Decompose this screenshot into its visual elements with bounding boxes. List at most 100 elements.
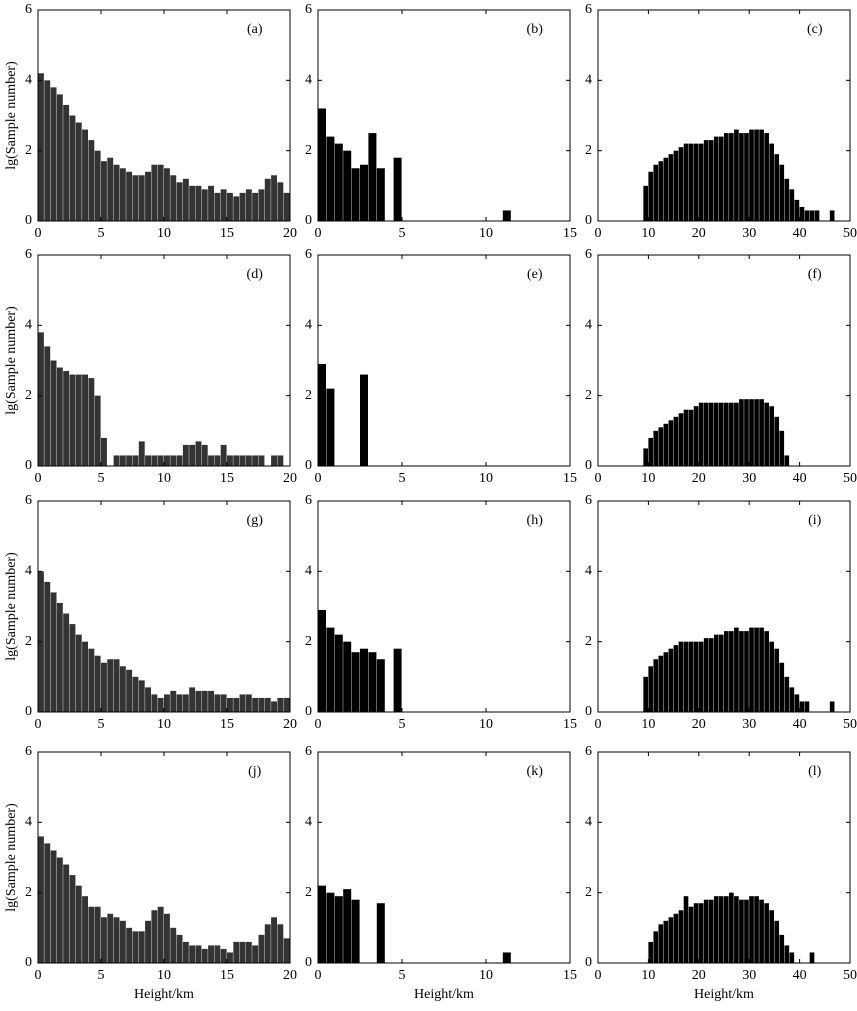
x-tick-label: 5 [399,471,406,486]
bar [44,581,51,712]
bar [729,892,734,963]
y-tick-label: 4 [305,73,312,88]
bar [145,920,151,963]
bar [653,659,659,712]
bar [271,175,277,221]
bar [718,634,724,712]
bar [113,659,120,712]
y-tick-label: 2 [25,388,32,403]
bar [283,938,290,963]
bar [170,175,177,221]
bar [126,171,133,221]
x-tick-label: 40 [793,471,807,486]
bar [759,129,764,221]
y-tick-label: 0 [585,458,592,473]
bar [126,455,133,466]
bar [653,430,659,466]
bar [683,409,689,466]
axes-frame [317,751,571,964]
bar [703,140,709,221]
bar [56,94,63,221]
y-tick-label: 4 [305,318,312,333]
panel: 0 2 4 6 0 10 20 30 40 50 (i) [585,493,857,732]
bar [151,910,158,963]
bar [663,652,669,712]
y-tick-label: 0 [25,955,32,970]
bar [663,920,669,963]
bar [368,652,377,712]
bar [326,892,335,963]
bar [233,697,240,712]
x-tick-label: 10 [641,226,655,241]
panel-label: (b) [527,22,544,37]
bar [233,455,240,466]
bar [739,631,744,712]
bar [643,448,648,466]
bar [668,648,674,712]
bar [759,899,764,963]
bar [239,941,246,963]
bar [829,210,835,221]
y-tick-label: 2 [585,388,592,403]
bar [283,697,290,712]
bar [201,189,208,221]
bar [170,927,177,963]
bar [683,143,689,221]
y-tick-label: 6 [305,2,312,17]
bar [176,934,183,963]
bar [82,896,88,963]
bar [658,924,664,963]
y-tick-label: 4 [585,73,592,88]
bar [56,602,63,712]
y-tick-label: 2 [585,885,592,900]
panel: 0 2 4 6 0 5 10 15 (e) [305,247,577,486]
bar [688,641,694,712]
bar [703,638,709,712]
bar [393,157,402,221]
x-tick-label: 5 [98,471,105,486]
bar [769,641,774,712]
bar [779,934,785,963]
x-tick-label: 5 [399,717,406,732]
bar [693,406,699,466]
bar [227,697,233,712]
bar [214,945,221,963]
bar [38,332,44,466]
bar [713,634,719,712]
bar [673,645,679,712]
x-tick-label: 10 [157,968,171,983]
bar [643,185,648,221]
x-tick-label: 10 [479,968,493,983]
bar [132,455,139,466]
panel: 0 2 4 6 0 10 20 30 40 50 (l) Height/km [585,744,857,1002]
bar [360,164,368,221]
y-tick-label: 0 [25,704,32,719]
bar [277,924,284,963]
bar [318,108,326,221]
bar [648,941,654,963]
bar [164,913,170,963]
bar [176,694,183,712]
bar [214,694,221,712]
bar [326,627,335,712]
bar [245,455,252,466]
bar [239,694,246,712]
bar [643,676,648,712]
bar [749,896,754,963]
panel-label: (i) [808,513,822,528]
bar [69,374,76,466]
panel-label: (d) [247,267,264,282]
bar [145,171,151,221]
y-tick-label: 4 [585,564,592,579]
bar [343,150,352,221]
bar [368,133,377,221]
bar [245,189,252,221]
bar [126,927,133,963]
bar [82,374,88,466]
bar [784,945,790,963]
bar [658,427,664,466]
bar [334,634,343,712]
bar [176,455,183,466]
bar [126,669,133,712]
